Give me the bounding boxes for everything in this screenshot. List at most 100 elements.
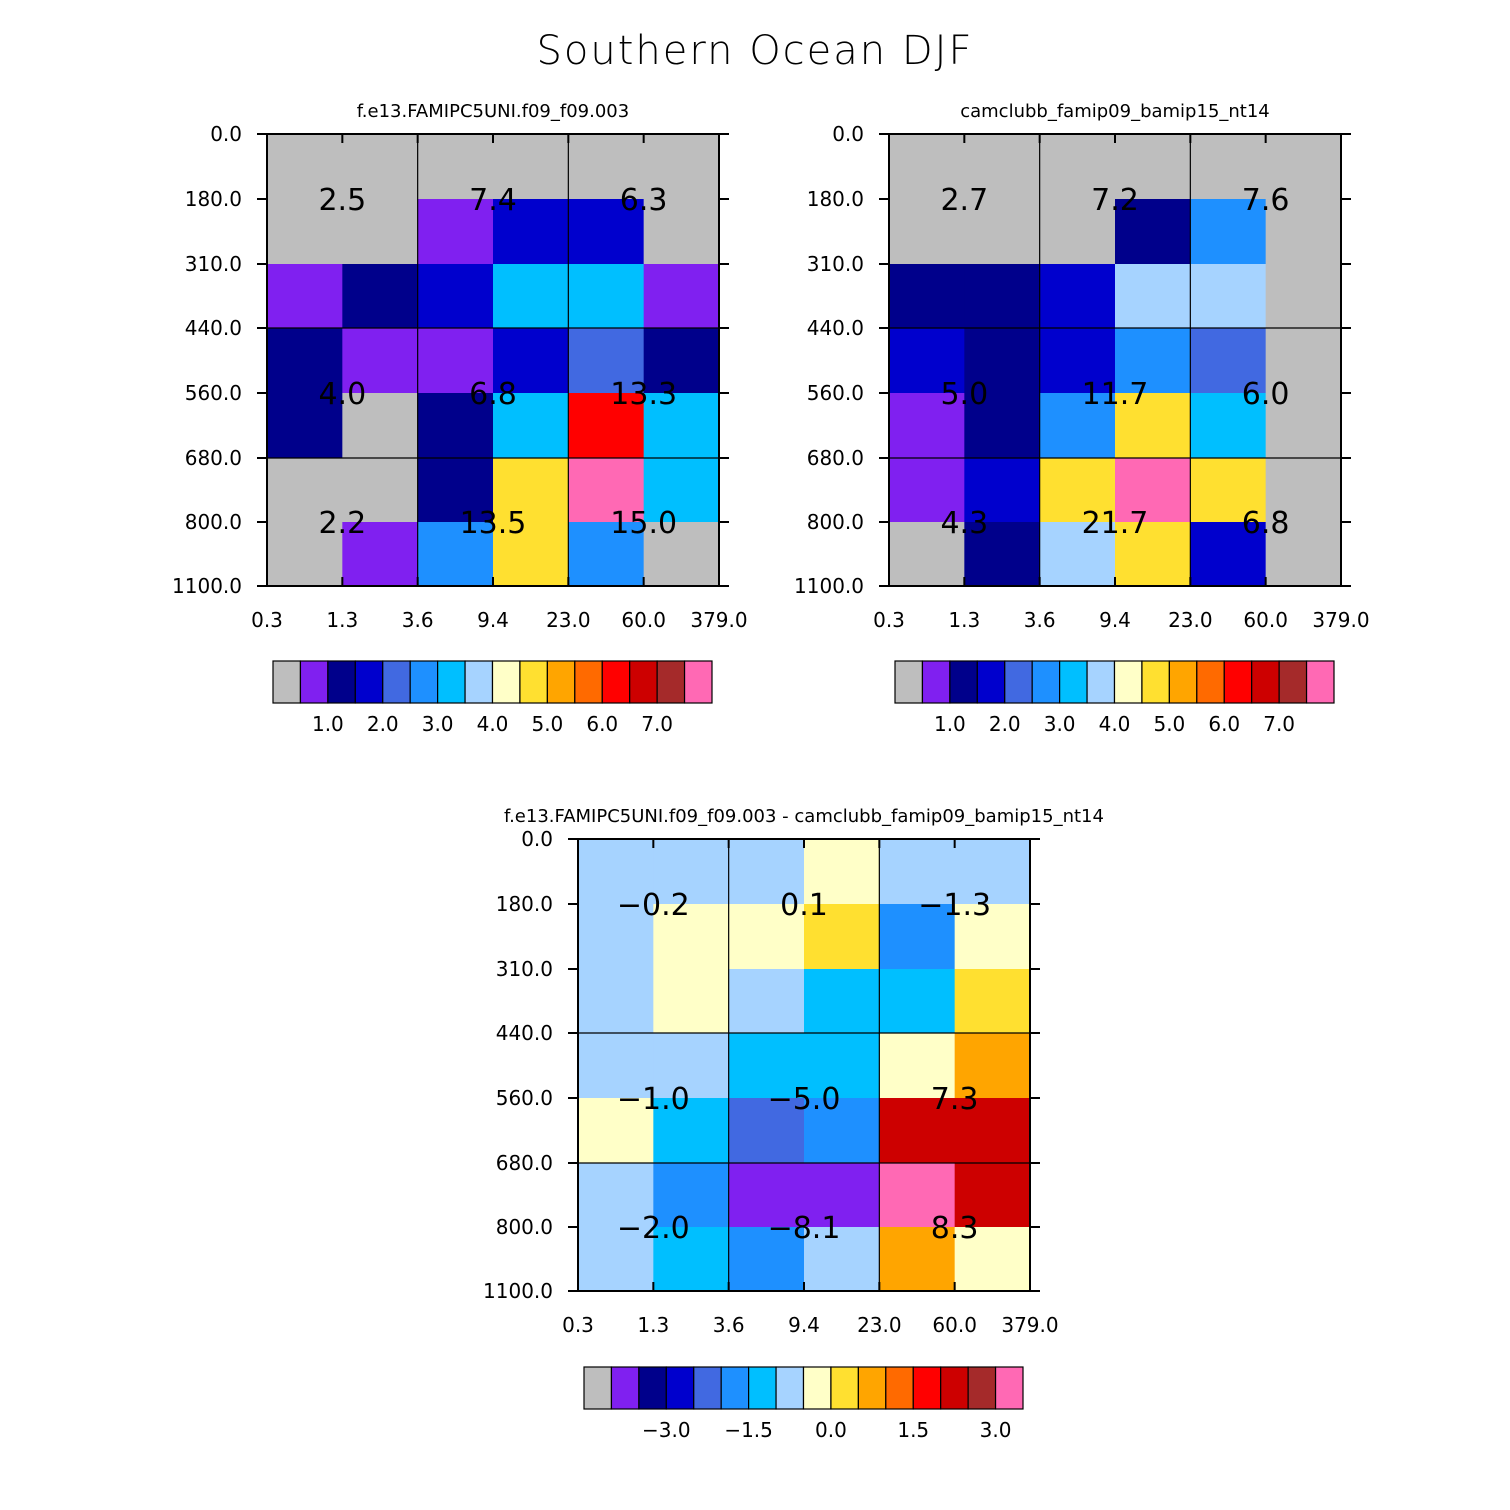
heatmap-cell: [578, 1163, 654, 1228]
y-tick-label: 560.0: [496, 1086, 553, 1110]
colorbar-swatch: [967, 1366, 997, 1410]
colorbar-swatch: [857, 1366, 887, 1410]
colorbar-swatch: [912, 1366, 942, 1410]
colorbar-swatch: [409, 660, 439, 704]
colorbar-label: 0.0: [815, 1418, 847, 1442]
colorbar-label: 6.0: [1208, 712, 1240, 736]
heatmap-cell: [889, 199, 965, 265]
heatmap-cell: [342, 264, 419, 329]
colorbar-label: 1.0: [934, 712, 966, 736]
heatmap-cell: [578, 839, 654, 905]
colorbar-swatch: [1113, 660, 1143, 704]
heatmap-cell: [954, 904, 1031, 970]
y-tick-label: 180.0: [496, 892, 553, 916]
y-tick-label: 0.0: [210, 122, 242, 146]
heatmap-cell: [1039, 328, 1116, 394]
block-value: 4.3: [940, 506, 988, 541]
heatmap-cell: [954, 839, 1031, 905]
x-tick-label: 1.3: [326, 608, 358, 632]
colorbar-swatch: [574, 660, 603, 704]
heatmap-cell: [267, 134, 343, 200]
y-tick-label: 560.0: [185, 381, 242, 405]
heatmap-cell: [1039, 134, 1116, 200]
colorbar-label: 1.0: [312, 712, 344, 736]
heatmap-cell: [804, 839, 880, 905]
block-value: 6.8: [1242, 506, 1290, 541]
colorbar-swatch: [354, 660, 384, 704]
heatmap-cell: [653, 839, 730, 905]
heatmap-cell: [643, 134, 720, 200]
colorbar-swatch: [464, 660, 494, 704]
heatmap-cell: [653, 1033, 730, 1099]
heatmap-cell: [643, 522, 720, 587]
block-value: −0.2: [617, 888, 690, 923]
colorbar-label: 3.0: [1044, 712, 1076, 736]
colorbar-swatch: [601, 660, 631, 704]
x-tick-label: 60.0: [1243, 608, 1288, 632]
heatmap-cell: [417, 328, 494, 394]
colorbar-label: 7.0: [1263, 712, 1295, 736]
colorbar-swatch: [949, 660, 978, 704]
colorbar-swatch: [1031, 660, 1061, 704]
y-tick-label: 310.0: [185, 252, 242, 276]
colorbar-label: 2.0: [367, 712, 399, 736]
colorbar-swatch: [299, 660, 329, 704]
y-tick-label: 180.0: [185, 187, 242, 211]
x-tick-label: 1.3: [948, 608, 980, 632]
heatmap-cell: [1265, 393, 1342, 459]
heatmap-cell: [954, 1033, 1031, 1099]
heatmap-cell: [493, 134, 569, 200]
x-tick-label: 9.4: [788, 1313, 820, 1337]
block-value: 7.6: [1242, 183, 1290, 218]
y-tick-label: 800.0: [807, 510, 864, 534]
heatmap-cell: [493, 522, 569, 587]
y-tick-label: 1100.0: [483, 1279, 553, 1303]
colorbar-label: 4.0: [1099, 712, 1131, 736]
colorbar-swatch: [437, 660, 466, 704]
heatmap-cell: [728, 1163, 805, 1228]
heatmap-cell: [417, 522, 494, 587]
heatmap-cell: [493, 264, 569, 329]
colorbar-swatch: [327, 660, 356, 704]
heatmap-cell: [1115, 328, 1191, 394]
colorbar-swatch: [693, 1366, 722, 1410]
colorbar-swatch: [1086, 660, 1116, 704]
heatmap-cell: [643, 393, 720, 459]
y-tick-label: 440.0: [807, 316, 864, 340]
block-value: −1.0: [617, 1082, 690, 1117]
heatmap-cell: [879, 839, 956, 905]
x-tick-label: 23.0: [857, 1313, 902, 1337]
colorbar-swatch: [1141, 660, 1170, 704]
x-tick-label: 379.0: [690, 608, 747, 632]
colorbar-label: 5.0: [1153, 712, 1185, 736]
colorbar-swatch: [491, 660, 521, 704]
x-tick-label: 0.3: [562, 1313, 594, 1337]
colorbar-swatch: [775, 1366, 805, 1410]
block-value: 4.0: [318, 377, 366, 412]
y-tick-label: 560.0: [807, 381, 864, 405]
heatmap-cell: [889, 328, 965, 394]
colorbar-swatch: [1059, 660, 1088, 704]
block-value: 13.5: [460, 506, 527, 541]
colorbar-swatch: [885, 1366, 914, 1410]
heatmap-cell: [964, 328, 1041, 394]
colorbar-swatch: [546, 660, 576, 704]
colorbar-swatch: [629, 660, 658, 704]
heatmap-cell: [964, 264, 1041, 329]
heatmap-cell: [342, 134, 419, 200]
heatmap-cell: [578, 1033, 654, 1099]
heatmap-cell: [879, 969, 956, 1034]
block-value: 0.1: [780, 888, 828, 923]
heatmap-cell: [1190, 522, 1267, 587]
block-value: 21.7: [1082, 506, 1149, 541]
heatmap-cell: [267, 199, 343, 265]
heatmap-cell: [342, 393, 419, 459]
heatmap-cell: [1039, 522, 1116, 587]
panel-title: f.e13.FAMIPC5UNI.f09_f09.003: [357, 101, 629, 122]
heatmap-cell: [643, 458, 720, 523]
heatmap-cell: [1265, 199, 1342, 265]
heatmap-cell: [728, 969, 805, 1034]
colorbar-swatch: [610, 1366, 640, 1410]
heatmap-cell: [954, 969, 1031, 1034]
heatmap-cell: [879, 1163, 956, 1228]
